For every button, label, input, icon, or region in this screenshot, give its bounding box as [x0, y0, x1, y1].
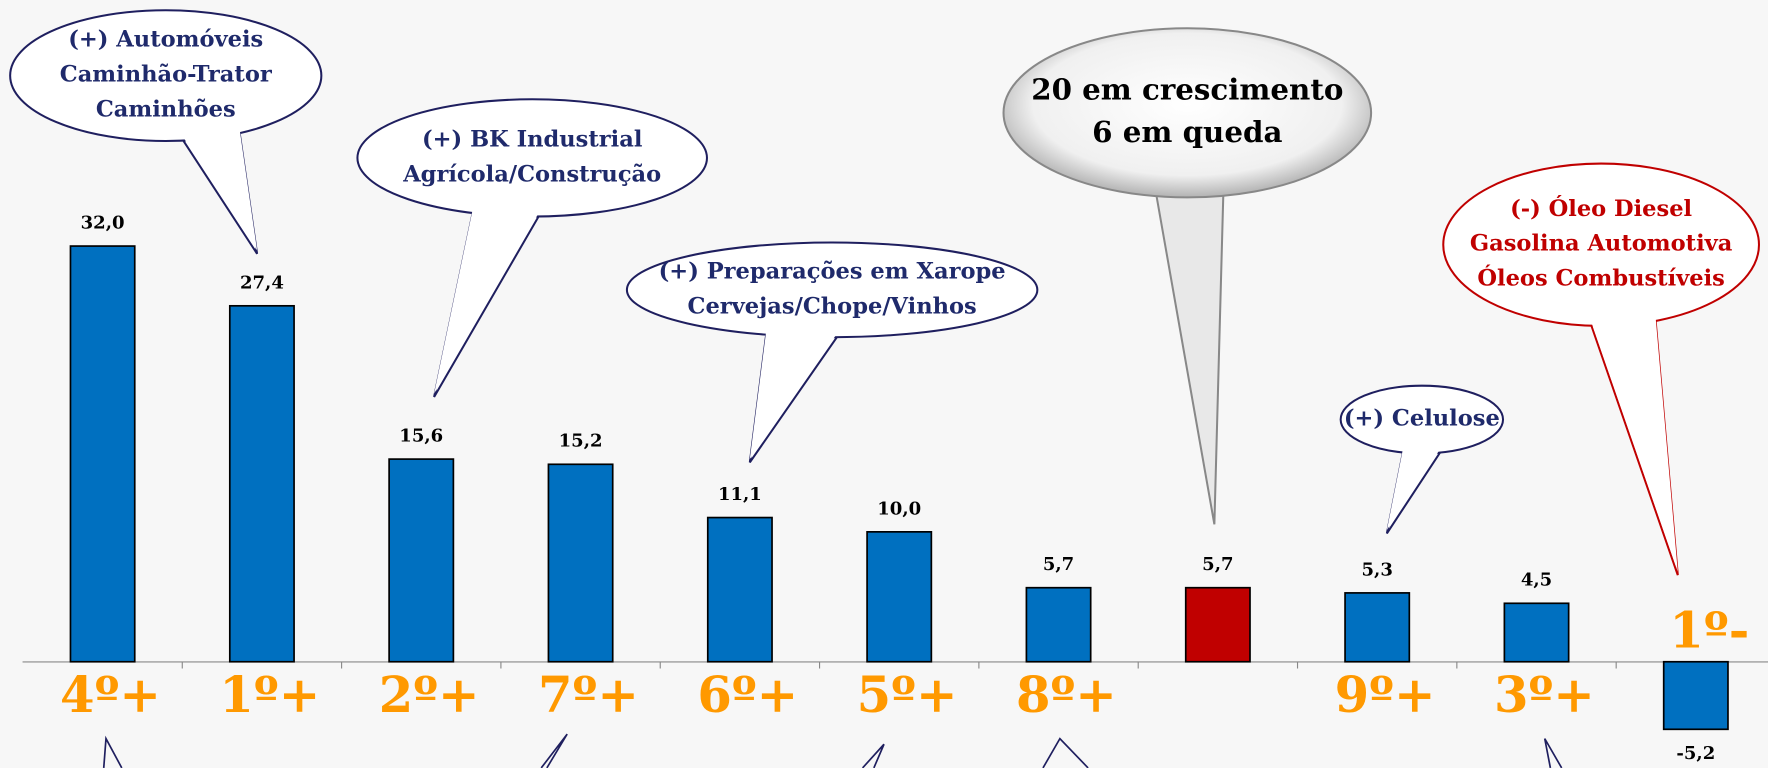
x-tick-label: 8º+ [1016, 665, 1117, 724]
x-tick-label: 5º+ [857, 665, 958, 724]
callout-text: (+) Automóveis [68, 27, 263, 53]
bar [388, 458, 455, 663]
bar [1184, 586, 1251, 663]
callout-text: Caminhões [96, 97, 236, 123]
callout-joint [1386, 444, 1444, 531]
value-label: 5,3 [1362, 559, 1393, 580]
x-tick-label: 9º+ [1335, 665, 1436, 724]
bar [1025, 586, 1092, 663]
callout-text: 6 em queda [1092, 114, 1282, 149]
value-label: 4,5 [1521, 570, 1552, 591]
callout-text: Caminhão-Trator [60, 62, 273, 88]
x-tick-label: 1º+ [219, 665, 320, 724]
callout-bubble [356, 98, 708, 218]
x-tick-label: 3º+ [1494, 665, 1595, 724]
callout-text: (+) Celulose [1344, 406, 1500, 432]
bar [228, 304, 295, 663]
value-label: -5,2 [1676, 743, 1715, 764]
value-label: 15,6 [399, 426, 443, 447]
callout-text: (+) BK Industrial [422, 126, 642, 152]
callout-text: Gasolina Automotiva [1470, 231, 1733, 257]
partial-callout-tails [102, 733, 1563, 768]
callout-bubble [625, 241, 1039, 339]
bar [1344, 592, 1411, 663]
value-label: 15,2 [559, 431, 603, 452]
value-label: 27,4 [240, 272, 284, 293]
callout-text: (+) Preparações em Xarope [659, 258, 1006, 284]
callout-text: Agrícola/Construção [402, 161, 661, 187]
bar [866, 531, 933, 663]
x-tick-label: 7º+ [538, 665, 639, 724]
x-tick-label: 2º+ [379, 665, 480, 724]
callout-joint [1589, 313, 1678, 572]
callout-joint [434, 205, 542, 394]
x-tick-label: 4º+ [60, 665, 161, 724]
value-label: 10,0 [877, 498, 921, 519]
callout-joint [749, 326, 841, 459]
callout-text: Cervejas/Chope/Vinhos [688, 293, 977, 319]
bar [706, 516, 773, 663]
callout-bubble [9, 9, 323, 143]
callout-text: 20 em crescimento [1031, 71, 1343, 106]
value-label: 5,7 [1202, 554, 1233, 575]
bar [69, 245, 136, 663]
bar [547, 463, 614, 663]
value-label: 11,1 [718, 484, 762, 505]
bar [1662, 660, 1729, 731]
callout-text: Óleos Combustíveis [1477, 265, 1725, 292]
value-label: 32,0 [81, 213, 125, 234]
x-tick-label: 1º- [1669, 601, 1749, 660]
x-tick-label: 6º+ [697, 665, 798, 724]
callout-bubble [1002, 27, 1373, 199]
value-label: 5,7 [1043, 554, 1074, 575]
bar [1503, 602, 1570, 663]
callout-joint [180, 125, 258, 251]
callout-text: (-) Óleo Diesel [1510, 195, 1692, 222]
